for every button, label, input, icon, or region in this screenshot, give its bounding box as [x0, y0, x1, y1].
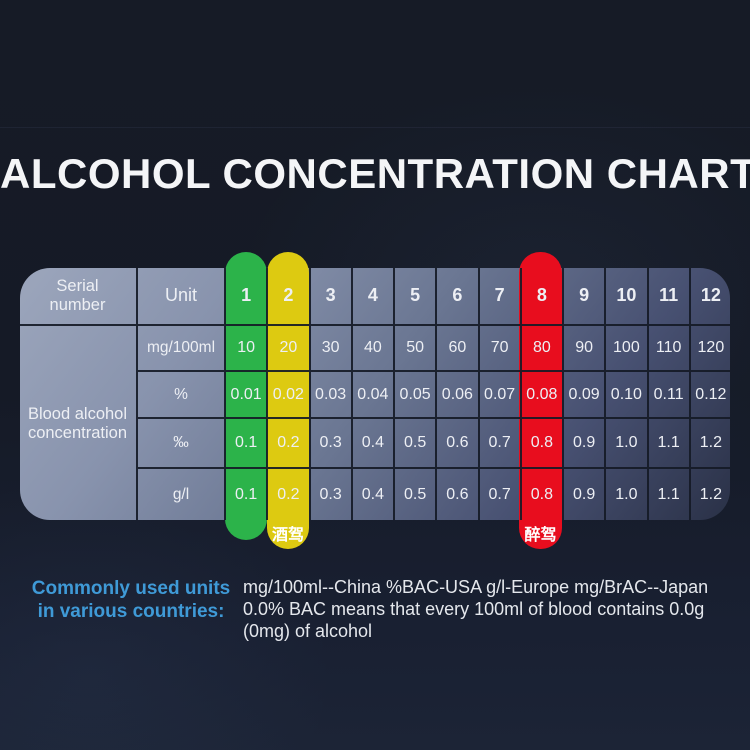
header-col-10: 10 — [605, 268, 648, 325]
background-divider — [0, 127, 750, 128]
value-cell-r0-c10: 100 — [605, 325, 648, 371]
unit-label-row-2: ‰ — [137, 418, 225, 468]
value-cell-r1-c10: 0.10 — [605, 371, 648, 418]
value-cell-r1-c3: 0.03 — [309, 371, 352, 418]
value-cell-r0-c8: 80 — [520, 325, 563, 371]
value-cell-r3-c7: 0.7 — [478, 468, 521, 520]
header-col-12: 12 — [689, 268, 730, 325]
value-cell-r2-c5: 0.5 — [394, 418, 437, 468]
value-cell-r3-c1: 0.1 — [225, 468, 268, 520]
value-cell-r0-c9: 90 — [563, 325, 606, 371]
value-cell-r2-c6: 0.6 — [436, 418, 479, 468]
value-cell-r3-c5: 0.5 — [394, 468, 437, 520]
value-cell-r3-c2: 0.2 — [267, 468, 310, 520]
value-cell-r3-c9: 0.9 — [563, 468, 606, 520]
value-cell-r1-c1: 0.01 — [225, 371, 268, 418]
header-serial-number-label: Serial number — [49, 276, 106, 314]
highlight-pill-yellow: 酒驾 — [267, 252, 309, 549]
table-grid: Serial number Unit Blood alcohol concent… — [20, 268, 730, 520]
value-cell-r2-c2: 0.2 — [267, 418, 310, 468]
value-cell-r2-c9: 0.9 — [563, 418, 606, 468]
header-col-5: 5 — [394, 268, 437, 325]
value-cell-r2-c3: 0.3 — [309, 418, 352, 468]
value-cell-r2-c4: 0.4 — [351, 418, 394, 468]
value-cell-r0-c6: 60 — [436, 325, 479, 371]
value-cell-r0-c4: 40 — [351, 325, 394, 371]
header-col-7: 7 — [478, 268, 521, 325]
footer-description-line1: mg/100ml--China %BAC-USA g/l-Europe mg/B… — [243, 577, 709, 597]
alcohol-concentration-table: 酒驾 醉驾 Serial number Unit Blood alcohol c… — [20, 252, 730, 549]
header-col-11: 11 — [647, 268, 690, 325]
value-cell-r3-c6: 0.6 — [436, 468, 479, 520]
value-cell-r0-c3: 30 — [309, 325, 352, 371]
row-group-label-text: Blood alcohol concentration — [27, 404, 128, 442]
value-cell-r1-c5: 0.05 — [394, 371, 437, 418]
unit-label-row-3: g/l — [137, 468, 225, 520]
value-cell-r0-c1: 10 — [225, 325, 268, 371]
value-cell-r0-c5: 50 — [394, 325, 437, 371]
value-cell-r1-c9: 0.09 — [563, 371, 606, 418]
header-serial-number: Serial number — [20, 268, 137, 325]
unit-label-row-0: mg/100ml — [137, 325, 225, 371]
value-cell-r1-c12: 0.12 — [689, 371, 730, 418]
value-cell-r1-c11: 0.11 — [647, 371, 690, 418]
value-cell-r2-c8: 0.8 — [520, 418, 563, 468]
value-cell-r0-c12: 120 — [689, 325, 730, 371]
table-grid-clip: Serial number Unit Blood alcohol concent… — [20, 268, 730, 520]
value-cell-r3-c4: 0.4 — [351, 468, 394, 520]
value-cell-r2-c12: 1.2 — [689, 418, 730, 468]
footer-caption-line2: in various countries: — [37, 601, 225, 622]
highlight-pill-red: 醉驾 — [519, 252, 562, 549]
value-cell-r1-c8: 0.08 — [520, 371, 563, 418]
header-col-6: 6 — [436, 268, 479, 325]
value-cell-r1-c7: 0.07 — [478, 371, 521, 418]
value-cell-r1-c2: 0.02 — [267, 371, 310, 418]
header-col-3: 3 — [309, 268, 352, 325]
header-col-1: 1 — [225, 268, 268, 325]
footer-caption-line1: Commonly used units — [31, 578, 231, 599]
header-col-8: 8 — [520, 268, 563, 325]
value-cell-r2-c11: 1.1 — [647, 418, 690, 468]
value-cell-r0-c11: 110 — [647, 325, 690, 371]
value-cell-r1-c6: 0.06 — [436, 371, 479, 418]
value-cell-r2-c1: 0.1 — [225, 418, 268, 468]
value-cell-r2-c7: 0.7 — [478, 418, 521, 468]
unit-label-row-1: % — [137, 371, 225, 418]
header-col-2: 2 — [267, 268, 310, 325]
value-cell-r2-c10: 1.0 — [605, 418, 648, 468]
highlight-pill-green — [225, 252, 267, 540]
value-cell-r3-c11: 1.1 — [647, 468, 690, 520]
value-cell-r0-c7: 70 — [478, 325, 521, 371]
value-cell-r1-c4: 0.04 — [351, 371, 394, 418]
pill-red-label: 醉驾 — [524, 527, 557, 544]
value-cell-r3-c10: 1.0 — [605, 468, 648, 520]
page-title: ALCOHOL CONCENTRATION CHART — [0, 150, 750, 197]
footer-description-line3: (0mg) of alcohol — [243, 621, 373, 641]
pill-yellow-label: 酒驾 — [271, 527, 304, 544]
header-col-9: 9 — [563, 268, 606, 325]
footer-caption: Commonly used units in various countries… — [24, 577, 238, 623]
value-cell-r3-c12: 1.2 — [689, 468, 730, 520]
header-unit: Unit — [137, 268, 225, 325]
row-group-label: Blood alcohol concentration — [20, 325, 137, 520]
footer-description-line2: 0.0% BAC means that every 100ml of blood… — [243, 599, 705, 619]
header-col-4: 4 — [351, 268, 394, 325]
value-cell-r0-c2: 20 — [267, 325, 310, 371]
value-cell-r3-c8: 0.8 — [520, 468, 563, 520]
table-background — [20, 268, 730, 520]
value-cell-r3-c3: 0.3 — [309, 468, 352, 520]
footer-description: mg/100ml--China %BAC-USA g/l-Europe mg/B… — [243, 576, 738, 642]
